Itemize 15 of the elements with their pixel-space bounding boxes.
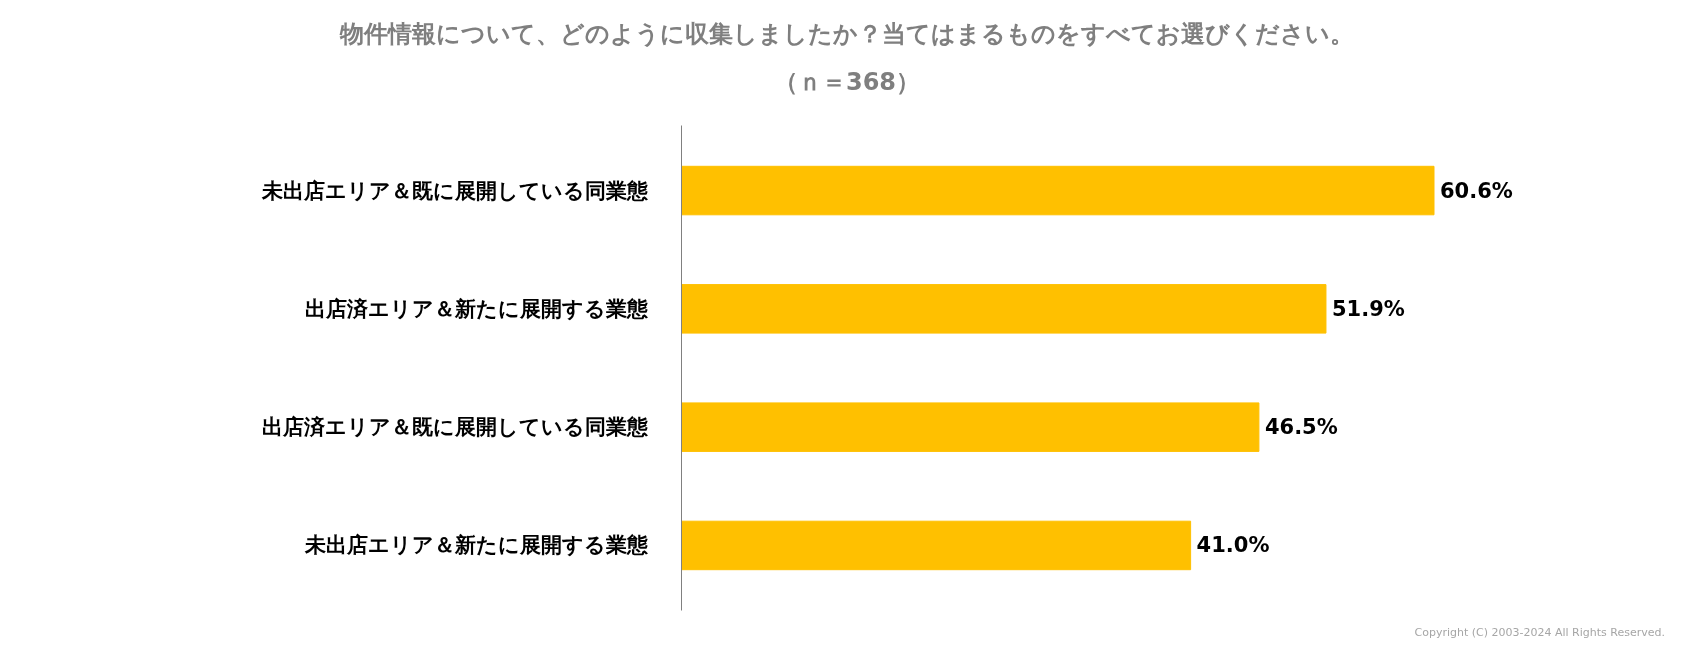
bar bbox=[681, 402, 1260, 452]
data-label: 60.6% bbox=[1440, 178, 1513, 203]
y-tick-label: 未出店エリア＆新たに展開する業態 bbox=[303, 533, 649, 558]
chart-title: 物件情報について、どのように収集しましたか？当てはまるものをすべてお選びください。 bbox=[340, 19, 1354, 50]
text: Copyright (C) 2003-2024 All Rights Reserved. bbox=[1414, 625, 1665, 641]
y-tick-label: 出店済エリア＆既に展開している同業態 bbox=[261, 415, 649, 440]
data-label: 41.0% bbox=[1196, 533, 1270, 558]
data-label: 51.9% bbox=[1331, 296, 1405, 321]
y-tick-label: 出店済エリア＆新たに展開する業態 bbox=[304, 296, 649, 321]
bar bbox=[681, 520, 1192, 571]
bar bbox=[681, 165, 1435, 216]
y-tick-label: 未出店エリア＆既に展開している同業態 bbox=[260, 178, 649, 203]
bar bbox=[681, 284, 1327, 334]
data-label: 46.5% bbox=[1264, 415, 1338, 440]
chart-subtitle: （ｎ＝368） bbox=[773, 67, 921, 98]
